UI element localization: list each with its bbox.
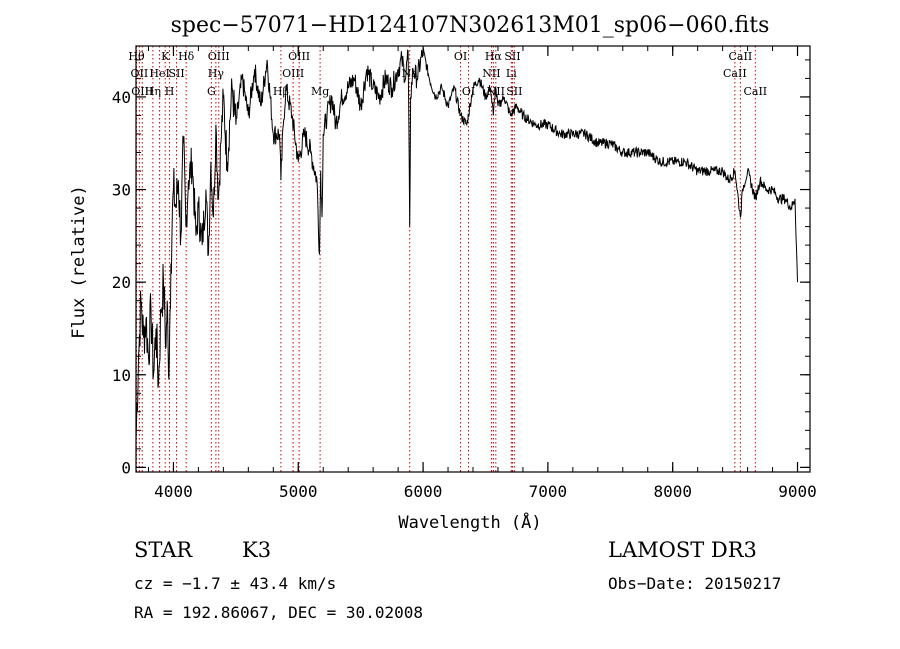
x-tick-label: 9000 bbox=[778, 482, 817, 501]
object-subclass: K3 bbox=[242, 538, 272, 562]
x-tick-label: 5000 bbox=[279, 482, 318, 501]
object-class: STAR bbox=[134, 538, 193, 562]
line-label: CaII bbox=[729, 50, 753, 63]
line-label: OIII bbox=[282, 67, 304, 80]
coordinates-readout: RA = 192.86067, DEC = 30.02008 bbox=[134, 603, 423, 622]
spectrum-line bbox=[135, 47, 798, 440]
line-label: Li bbox=[506, 67, 517, 80]
major-ticks: 4000 5000 6000 7000 8000 9000 0 10 20 30 40 bbox=[112, 46, 817, 501]
line-label: SII bbox=[168, 67, 184, 80]
y-tick-label: 30 bbox=[112, 181, 131, 200]
x-axis-label: Wavelength (Å) bbox=[398, 511, 541, 533]
line-label: Na bbox=[402, 67, 419, 80]
line-label: G bbox=[207, 85, 216, 98]
line-label: CaII bbox=[723, 67, 747, 80]
x-tick-label: 7000 bbox=[529, 482, 568, 501]
line-label: SII bbox=[504, 50, 520, 63]
line-label: OI bbox=[454, 50, 467, 63]
line-label: OI bbox=[462, 85, 475, 98]
survey-name: LAMOST DR3 bbox=[608, 538, 757, 562]
plot-frame bbox=[135, 45, 811, 473]
line-label: Mg bbox=[311, 85, 329, 98]
x-tick-label: 8000 bbox=[653, 482, 692, 501]
x-tick-label: 6000 bbox=[404, 482, 443, 501]
y-tick-label: 20 bbox=[112, 273, 131, 292]
line-label: Hβ bbox=[273, 85, 289, 98]
line-label: OIII bbox=[208, 50, 230, 63]
line-label: Hη bbox=[145, 85, 161, 98]
line-label: NII bbox=[482, 67, 500, 80]
line-label: OIII bbox=[131, 85, 153, 98]
line-label: CaII bbox=[743, 85, 767, 98]
line-label: H bbox=[165, 85, 175, 98]
y-tick-label: 0 bbox=[121, 458, 131, 477]
spectral-line-labels: HθOIIOIIIHηHeIKHSIIHδGHγOIIIHβOIIIOIIIMg… bbox=[128, 50, 767, 98]
observation-date: Obs−Date: 20150217 bbox=[608, 574, 782, 593]
spectral-line-markers bbox=[135, 46, 756, 472]
y-tick-label: 10 bbox=[112, 366, 131, 385]
line-label: Hα bbox=[485, 50, 503, 63]
line-label: OIII bbox=[288, 50, 310, 63]
line-label: Hγ bbox=[208, 67, 225, 80]
line-label: SII bbox=[506, 85, 522, 98]
line-label: OII bbox=[131, 67, 149, 80]
redshift-readout: cz = −1.7 ± 43.4 km/s bbox=[134, 574, 337, 593]
line-label: K bbox=[161, 50, 170, 63]
line-label: Hθ bbox=[128, 50, 145, 63]
line-label: NII bbox=[487, 85, 505, 98]
x-tick-label: 4000 bbox=[154, 482, 193, 501]
line-label: Hδ bbox=[178, 50, 195, 63]
series-layer bbox=[135, 47, 798, 440]
y-axis-label: Flux (relative) bbox=[69, 185, 89, 339]
line-label: HeI bbox=[149, 67, 169, 80]
chart-title: spec−57071−HD124107N302613M01_sp06−060.f… bbox=[171, 13, 770, 38]
y-tick-label: 40 bbox=[112, 88, 131, 107]
